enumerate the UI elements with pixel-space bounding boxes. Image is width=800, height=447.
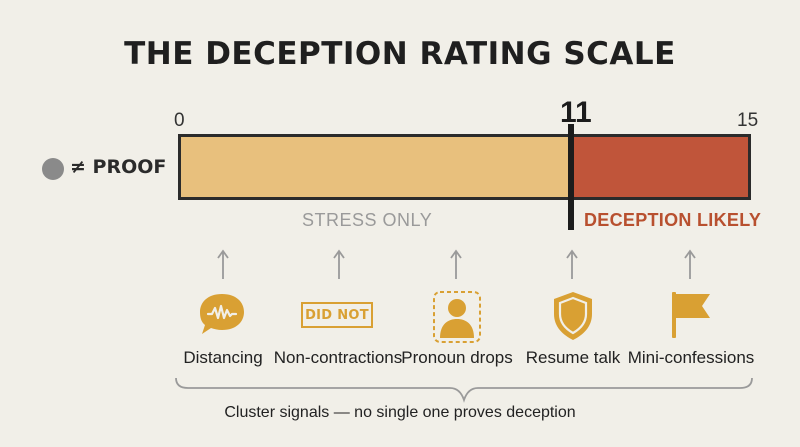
zone-label-stress: STRESS ONLY [302, 210, 433, 230]
did-not-tag-icon: DID NOT [301, 302, 373, 328]
arrow-up-icon [684, 249, 696, 279]
signal-label-resume-talk: Resume talk [525, 348, 621, 367]
threshold-marker [568, 124, 574, 230]
flag-icon [672, 292, 710, 338]
person-outline-icon [433, 291, 481, 343]
legend-label: ≠ PROOF [70, 156, 167, 178]
arrow-up-icon [217, 249, 229, 279]
scale-max-label: 15 [737, 110, 759, 131]
page-title: THE DECEPTION RATING SCALE [124, 36, 676, 72]
signal-label-pronoun-drops: Pronoun drops [401, 348, 513, 367]
signal-label-non-contractions: Non-contractions [273, 348, 403, 367]
arrow-up-icon [566, 249, 578, 279]
legend-dot [42, 158, 64, 180]
arrow-up-icon [333, 249, 345, 279]
did-not-tag-text: DID NOT [305, 307, 369, 323]
arrow-up-icon [450, 249, 462, 279]
scale-min-label: 0 [174, 110, 185, 131]
threshold-label: 11 [560, 96, 592, 129]
deception-zone-bar [572, 134, 751, 200]
shield-icon [554, 292, 592, 340]
grouping-brace [175, 377, 753, 403]
zone-label-deception: DECEPTION LIKELY [584, 210, 762, 230]
signal-label-distancing: Distancing [183, 348, 263, 367]
signal-label-mini-confessions: Mini-confessions [627, 348, 755, 367]
stress-zone-bar [178, 134, 572, 200]
speech-bubble-wave-icon [200, 294, 244, 334]
footer-note: Cluster signals — no single one proves d… [224, 404, 576, 421]
